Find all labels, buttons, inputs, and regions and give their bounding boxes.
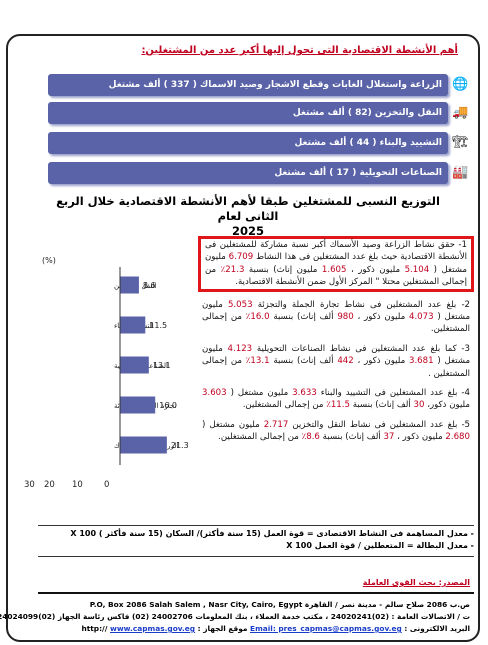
- p4-text-d: ألف إناث) بنسبة: [352, 400, 411, 411]
- p1-males: 5.104: [404, 264, 430, 275]
- chart-bar: [120, 436, 167, 454]
- p3-text-d: ألف إناث) بنسبة: [273, 356, 334, 367]
- footer-divider: [38, 592, 474, 594]
- p1-text-c: مليون ذكور ،: [351, 264, 401, 275]
- p3-males: 3.681: [408, 356, 434, 367]
- p2-text-d: ألف إناث) بنسبة: [273, 312, 334, 323]
- chart-bar: [120, 396, 156, 414]
- p5-text-d: ألف إناث) بنسبة: [322, 432, 381, 443]
- p2-total: 5.053: [227, 299, 253, 310]
- footer-phones: ت / الاتصالات العامة : (02)24020241 ، مك…: [0, 612, 470, 621]
- email-link[interactable]: Email: pres_capmas@capmas.gov.eg: [250, 624, 402, 633]
- paragraph-5: 5- بلغ عدد المشتغلين فى نشاط النقل والتخ…: [198, 419, 474, 444]
- p1-text-b: مليون مشتغل (: [205, 252, 468, 275]
- p3-text-a: 3- كما بلغ عدد المشتغلين فى نشاط الصناعا…: [256, 343, 470, 354]
- paragraph-4: 4- بلغ عدد المشتغلين فى التشييد والبناء …: [198, 387, 474, 412]
- chart-bar: [120, 356, 149, 374]
- footer-contact: البريد الالكترونى : Email: pres_capmas@c…: [81, 624, 470, 633]
- p4-text-b: مليون مشتغل (: [230, 388, 289, 399]
- paragraph-1-highlighted: 1- حقق نشاط الزراعة وصيد الأسماك أكبر نس…: [198, 236, 474, 292]
- subtitle-line2: 2025: [231, 224, 264, 238]
- p1-text-d: مليون إناث) بنسبة: [248, 264, 318, 275]
- chart-bar: [120, 276, 139, 294]
- page-title: أهم الأنشطة الاقتصادية التى تحول إليها أ…: [141, 45, 458, 56]
- p5-males: 2.680: [445, 432, 470, 443]
- p2-males: 4.073: [408, 312, 434, 323]
- website-link[interactable]: www.capmas.gov.eg: [110, 624, 196, 633]
- chart-bar: [120, 316, 146, 334]
- p1-total: 6.709: [228, 252, 254, 263]
- p4-text-e: من إجمالى المشتغلين.: [242, 400, 324, 411]
- p2-pct: 16.0٪: [245, 312, 270, 323]
- crane-icon: 🏗: [452, 135, 469, 150]
- chart-subtitle: التوزيع النسبى للمشتغلين طبقا لأهم الأنش…: [48, 194, 448, 239]
- footer-address: ص.ب 2086 صلاح سالم - مدينة نصر / القاهرة…: [89, 600, 470, 609]
- p2-text-e: من إجمالى المشتغلين.: [202, 312, 470, 335]
- p4-pct: 11.5٪: [326, 400, 350, 411]
- chart-tick-label: 0: [104, 480, 109, 490]
- p4-females: 30: [413, 400, 425, 411]
- activity-bar-agriculture: الزراعة واستغلال الغابات وقطع الاشجار وص…: [48, 74, 448, 96]
- p4-total: 3.633: [292, 388, 317, 399]
- p5-text-a: 5- بلغ عدد المشتغلين فى نشاط النقل والتخ…: [292, 419, 471, 430]
- activity-bar-transport: النقل والتخزين (82 ) ألف مشتغل: [48, 102, 448, 124]
- chart-tick-label: 20: [44, 480, 55, 490]
- chart-unit-label: (%): [42, 256, 56, 265]
- chart-value-label: 13.1: [153, 361, 171, 370]
- chart-value-label: 21.3: [171, 441, 189, 450]
- paragraph-3: 3- كما بلغ عدد المشتغلين فى نشاط الصناعا…: [198, 343, 474, 380]
- activity-bar-construction: التشييد والبناء ( 44 ) ألف مشتغل: [48, 132, 448, 154]
- p3-text-c: مليون ذكور ،: [357, 356, 406, 367]
- p4-males: 3.603: [202, 388, 227, 399]
- p2-text-c: مليون ذكور ،: [357, 312, 406, 323]
- p5-text-b: مليون مشتغل (: [202, 419, 260, 430]
- p5-females: 37: [383, 432, 395, 443]
- activity-bar-manufacturing: الصناعات التحويلية ( 17 ) ألف مشتغل: [48, 162, 448, 184]
- p4-text-a: 4- بلغ عدد المشتغلين فى التشييد والبناء: [320, 388, 470, 399]
- p1-text-a: 1- حقق نشاط الزراعة وصيد الأسماك أكبر نس…: [205, 240, 468, 263]
- chart-value-label: 11.5: [149, 321, 167, 330]
- p3-text-e: من إجمالى المشتغلين .: [202, 356, 470, 379]
- email-label: البريد الالكترونى :: [404, 624, 470, 633]
- p3-text-b: مليون مشتغل (: [202, 343, 471, 367]
- chart-tick-label: 10: [72, 480, 83, 490]
- p5-text-c: مليون ذكور ،: [397, 432, 443, 443]
- globe-icon: 🌐: [452, 77, 469, 92]
- p5-total: 2.717: [263, 419, 289, 430]
- source-note: المصدر: بحث القوى العاملة: [362, 578, 470, 587]
- subtitle-line1: التوزيع النسبى للمشتغلين طبقا لأهم الأنش…: [56, 194, 440, 223]
- p1-pct: 21.3٪: [220, 264, 245, 275]
- p1-females: 1.605: [321, 264, 347, 275]
- p3-pct: 13.1٪: [245, 356, 270, 367]
- site-label: موقع الجهاز : http://: [81, 624, 248, 633]
- page-frame: [6, 34, 480, 642]
- p3-females: 442: [337, 356, 354, 367]
- chart-svg: (%)النقل والتخزين8.6التشييد والبناء11.5ا…: [24, 256, 189, 490]
- paragraph-2: 2- بلغ عدد المشتغلين فى نشاط تجارة الجمل…: [198, 299, 474, 336]
- p4-text-c: مليون ذكور،: [427, 400, 470, 411]
- analysis-text: 1- حقق نشاط الزراعة وصيد الأسماك أكبر نس…: [198, 236, 474, 451]
- p2-text-b: مليون مشتغل (: [202, 299, 471, 323]
- formula-participation-rate: - معدل المساهمة فى النشاط الاقتصادى = قو…: [70, 529, 474, 538]
- employment-share-chart: (%)النقل والتخزين8.6التشييد والبناء11.5ا…: [20, 255, 192, 495]
- p2-text-a: 2- بلغ عدد المشتغلين فى نشاط تجارة الجمل…: [257, 299, 471, 310]
- chart-value-label: 8.6: [143, 281, 156, 290]
- p2-females: 980: [337, 312, 354, 323]
- factory-icon: 🏭: [452, 165, 469, 180]
- chart-value-label: 16.0: [159, 401, 177, 410]
- chart-tick-label: 30: [24, 480, 35, 490]
- formula-unemployment-rate: - معدل البطالة = المتعطلين / قوة العمل X…: [286, 541, 474, 550]
- p5-text-e: من إجمالى المشتغلين.: [218, 432, 299, 443]
- p1-text-e: من إجمالى المشتغلين محتلا " المركز الأول…: [205, 264, 467, 288]
- formula-divider-top: [38, 525, 474, 526]
- p5-pct: 8.6٪: [301, 432, 320, 443]
- formulas: - معدل المساهمة فى النشاط الاقتصادى = قو…: [38, 528, 474, 552]
- truck-icon: 🚚: [452, 105, 469, 120]
- p3-total: 4.123: [227, 343, 253, 354]
- formula-divider-bottom: [38, 556, 474, 557]
